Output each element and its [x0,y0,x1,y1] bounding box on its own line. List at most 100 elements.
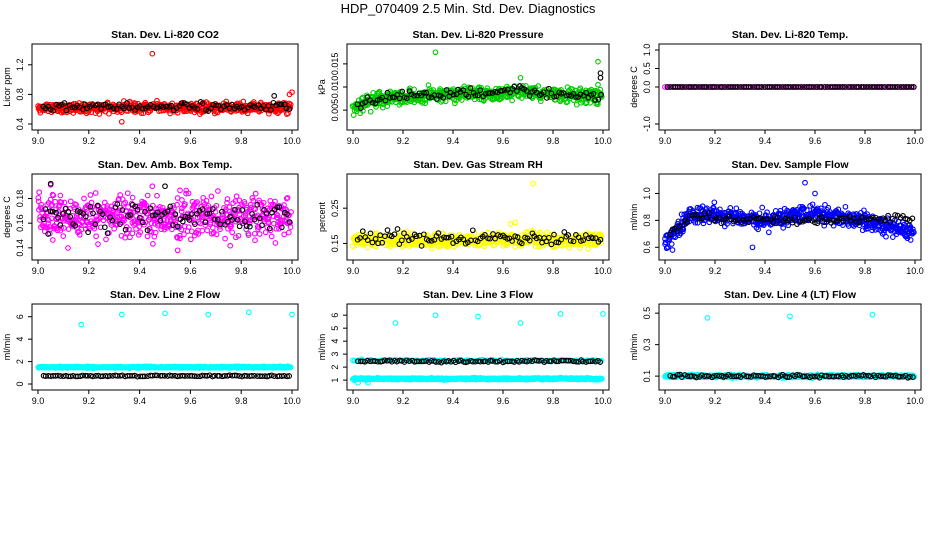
outlier-point [530,180,536,187]
x-tick-label: 10.0 [906,136,924,146]
x-tick-label: 9.2 [83,396,96,406]
data-point [272,240,279,246]
x-tick-label: 9.6 [497,266,510,276]
x-tick-label: 9.6 [497,136,510,146]
x-tick-label: 9.6 [184,266,197,276]
y-axis-label: kPa [317,79,327,95]
data-points [349,49,605,118]
outlier-point [162,183,168,190]
y-axis-label: ml/min [629,204,639,231]
data-point [226,204,233,210]
x-tick-label: 9.4 [447,266,460,276]
data-point [384,227,391,233]
data-point [49,237,56,243]
outlier-point [245,309,252,316]
data-point [38,201,45,208]
data-point [60,233,67,239]
x-tick-label: 9.0 [32,266,45,276]
y-tick-label: 0.5 [642,62,652,75]
data-point [252,237,258,244]
data-point [52,198,59,205]
outlier-point [149,183,156,190]
data-points [35,180,294,254]
data-point [765,229,772,236]
x-tick-label: 9.4 [759,266,772,276]
chart-panel: Stan. Dev. Amb. Box Temp.9.0 9.2 9.4 9.6 9.8… [2,159,301,276]
x-tick-label: 10.0 [283,136,301,146]
y-axis-label: percent [317,201,327,232]
data-point [209,224,216,231]
x-tick-label: 9.6 [809,136,822,146]
data-point [268,233,275,240]
outlier-point [507,221,514,227]
x-tick-label: 9.2 [83,266,96,276]
x-tick-label: 9.4 [133,396,146,406]
data-point [236,223,243,230]
y-tick-label: 0.0 [642,81,652,94]
data-point [759,204,766,211]
data-point [229,229,236,236]
x-tick-label: 9.4 [133,136,146,146]
chart-title: Stan. Dev. Sample Flow [731,159,849,171]
data-point [187,236,194,243]
x-tick-label: 10.0 [283,266,301,276]
data-point [95,241,101,247]
data-point [65,226,72,232]
outlier-point [118,311,125,318]
data-point [668,241,675,247]
data-point [103,236,109,243]
data-points [35,309,295,380]
y-tick-label: 1.2 [15,59,25,72]
data-point [150,240,156,247]
data-point [842,203,849,210]
outlier-point [78,321,85,328]
x-tick-label: 9.0 [32,396,45,406]
x-tick-label: 9.4 [759,136,772,146]
y-tick-label: 6 [15,314,25,319]
x-tick-label: 9.0 [659,136,672,146]
outlier-point [512,219,519,226]
data-points [662,84,917,90]
x-tick-label: 9.6 [184,136,197,146]
data-point [222,235,228,242]
x-tick-label: 9.2 [397,136,410,146]
outlier-point [289,311,295,318]
data-point [154,192,160,199]
data-point [92,190,99,196]
data-point [154,97,160,104]
outlier-point [149,50,156,57]
data-point [57,222,64,228]
x-tick-label: 9.8 [547,136,560,146]
data-point [262,229,269,236]
x-tick-label: 9.0 [347,136,360,146]
y-tick-label: 0.18 [15,190,25,208]
data-point [394,226,401,232]
figure-title: HDP_070409 2.5 Min. Std. Dev. Diagnostic… [340,1,596,16]
outlier-point [812,190,818,197]
data-point [215,188,221,194]
data-point [129,194,136,201]
x-tick-label: 9.2 [83,136,96,146]
data-point [67,198,74,205]
data-point [208,193,215,200]
data-point [61,199,68,206]
x-tick-label: 9.0 [32,136,45,146]
data-point [177,187,183,194]
outlier-point [271,93,278,99]
data-points [35,50,295,125]
x-tick-label: 10.0 [283,396,301,406]
x-tick-label: 9.8 [235,396,248,406]
outlier-point [595,81,601,88]
x-tick-label: 9.0 [347,266,360,276]
outlier-point [595,58,601,65]
y-axis-label: degrees C [2,196,12,238]
chart-panel: Stan. Dev. Gas Stream RH9.0 9.2 9.4 9.6 9.8 1… [317,159,612,276]
outlier-point [669,247,676,253]
outlier-point [162,310,168,317]
data-point [65,245,71,251]
data-point [733,205,740,212]
outlier-point [174,247,181,254]
